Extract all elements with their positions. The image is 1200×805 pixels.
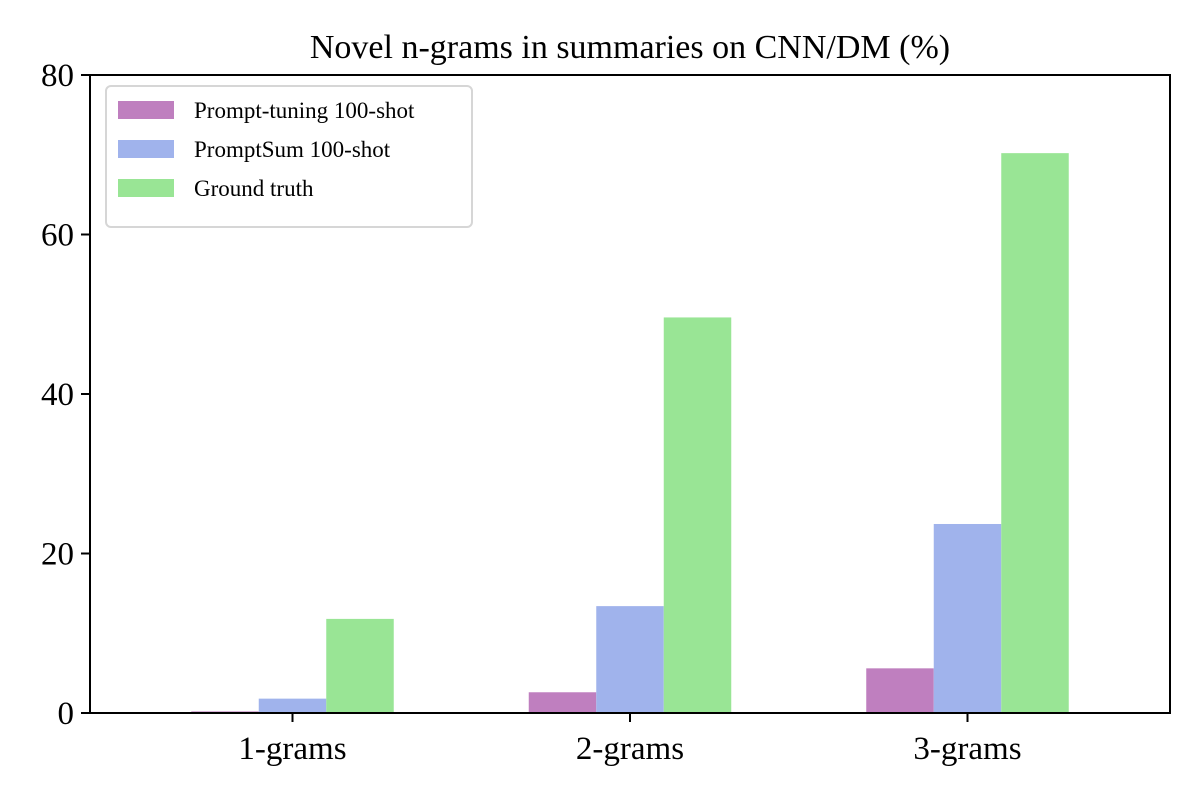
legend-label: Ground truth [194, 176, 314, 201]
legend: Prompt-tuning 100-shot PromptSum 100-shot… [105, 85, 473, 228]
bar-3-grams-series-3 [1001, 153, 1069, 713]
y-tick-label: 20 [41, 537, 74, 573]
x-tick-label: 2-grams [576, 731, 684, 767]
bar-2-grams-series-2 [596, 606, 664, 713]
x-axis: 1-grams 2-grams 3-grams [238, 713, 1022, 767]
bar-3-grams-series-2 [933, 523, 1002, 713]
legend-box [105, 85, 473, 228]
y-axis: 0 20 40 60 80 [41, 58, 90, 732]
bar-1-grams-series-2 [258, 698, 327, 713]
legend-swatch [118, 140, 174, 158]
y-tick-label: 60 [41, 218, 74, 254]
y-tick-label: 80 [41, 58, 74, 94]
legend-label: Prompt-tuning 100-shot [194, 98, 415, 123]
bar-2-grams-series-3 [663, 317, 732, 713]
bars [191, 153, 1069, 713]
x-tick-label: 3-grams [913, 731, 1021, 767]
legend-swatch [118, 179, 174, 197]
bar-3-grams-series-1 [866, 668, 934, 713]
chart-title: Novel n-grams in summaries on CNN/DM (%) [310, 29, 950, 66]
bar-2-grams-series-1 [528, 692, 597, 713]
legend-label: PromptSum 100-shot [194, 137, 391, 162]
y-tick-label: 0 [58, 696, 75, 732]
x-tick-label: 1-grams [238, 731, 346, 767]
y-tick-label: 40 [41, 377, 74, 413]
bar-1-grams-series-3 [326, 618, 394, 713]
legend-swatch [118, 101, 174, 119]
